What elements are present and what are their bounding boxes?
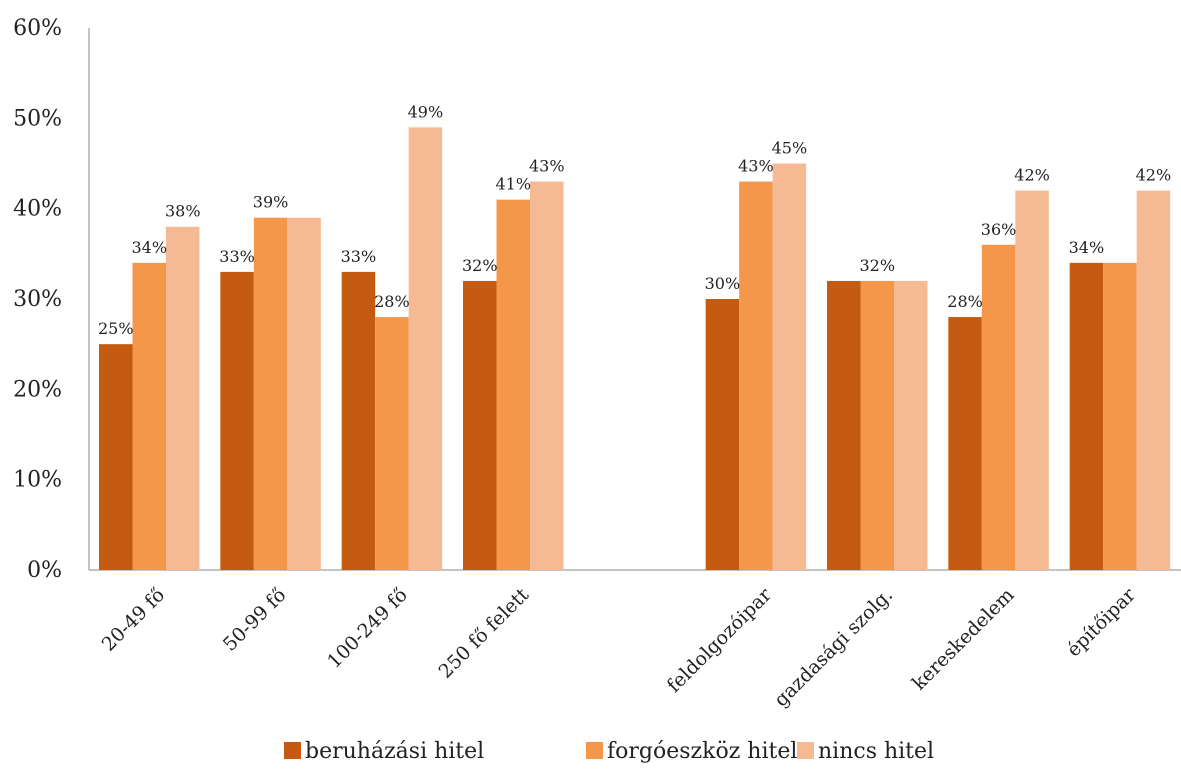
data-label: 39%: [253, 193, 289, 212]
legend-swatch: [797, 742, 814, 759]
data-label: 32%: [462, 256, 498, 275]
legend-label: forgóeszköz hitel: [607, 739, 797, 764]
x-tick-label: 20-49 fő: [98, 584, 170, 656]
y-tick-label: 20%: [13, 377, 62, 402]
data-label: 36%: [981, 220, 1017, 239]
data-label: 49%: [408, 102, 444, 121]
bar: [463, 280, 497, 570]
legend: beruházási hitel forgóeszköz hitel nincs h…: [284, 739, 934, 764]
y-axis: 0% 10% 20% 30% 40% 50% 60%: [13, 16, 90, 583]
bar: [166, 226, 200, 570]
bar: [739, 181, 773, 571]
data-labels: 25%34%38%33%39%33%28%49%32%41%43%30%43%4…: [98, 102, 1171, 338]
bar: [496, 199, 530, 570]
data-label: 32%: [859, 256, 895, 275]
bar: [1015, 190, 1049, 570]
data-label: 42%: [1014, 166, 1050, 185]
x-axis: 20-49 fő 50-99 fő 100-249 fő 250 fő felett f…: [89, 569, 1181, 711]
bar: [894, 280, 928, 570]
x-tick-label: 50-99 fő: [219, 584, 291, 656]
legend-swatch: [284, 742, 301, 759]
bar: [772, 163, 807, 570]
data-label: 41%: [495, 175, 531, 194]
y-tick-label: 0%: [27, 558, 62, 583]
bar: [981, 244, 1016, 571]
bar: [827, 280, 861, 570]
bars: [99, 127, 1171, 571]
bar: [1103, 262, 1137, 570]
y-tick-label: 30%: [13, 287, 62, 312]
legend-label: nincs hitel: [818, 739, 934, 764]
y-tick-label: 60%: [13, 16, 62, 41]
data-label: 42%: [1136, 166, 1172, 185]
x-tick-label: 250 fő felett: [434, 584, 533, 683]
bar: [860, 280, 894, 570]
bar: [530, 181, 564, 571]
data-label: 38%: [165, 202, 201, 221]
bar: [705, 299, 740, 570]
data-label: 28%: [947, 292, 983, 311]
data-label: 43%: [738, 157, 774, 176]
legend-swatch: [586, 742, 603, 759]
bar: [948, 317, 982, 570]
bar: [341, 271, 376, 570]
bar: [99, 344, 133, 570]
bar: [132, 262, 166, 570]
bar: [1069, 262, 1104, 570]
y-tick-label: 10%: [13, 468, 62, 493]
x-tick-label: 100-249 fő: [323, 584, 412, 673]
data-label: 34%: [1069, 238, 1105, 257]
data-label: 34%: [131, 238, 167, 257]
x-tick-label: kereskedelem: [908, 584, 1019, 695]
bar: [253, 217, 288, 570]
data-label: 28%: [374, 292, 410, 311]
data-label: 33%: [219, 247, 255, 266]
y-tick-label: 50%: [13, 106, 62, 131]
bar: [408, 127, 443, 570]
data-label: 43%: [529, 157, 565, 176]
x-tick-label: gazdasági szolg.: [770, 584, 897, 711]
data-label: 25%: [98, 319, 134, 338]
x-tick-label: feldolgozóipar: [663, 583, 777, 697]
bar: [220, 271, 254, 570]
bar: [287, 217, 321, 570]
y-tick-label: 40%: [13, 197, 62, 222]
data-label: 45%: [772, 139, 808, 158]
legend-label: beruházási hitel: [305, 739, 484, 764]
data-label: 30%: [705, 274, 741, 293]
bar: [1136, 190, 1171, 570]
bar: [375, 317, 409, 570]
x-tick-label: építőipar: [1063, 583, 1141, 661]
data-label: 33%: [341, 247, 377, 266]
